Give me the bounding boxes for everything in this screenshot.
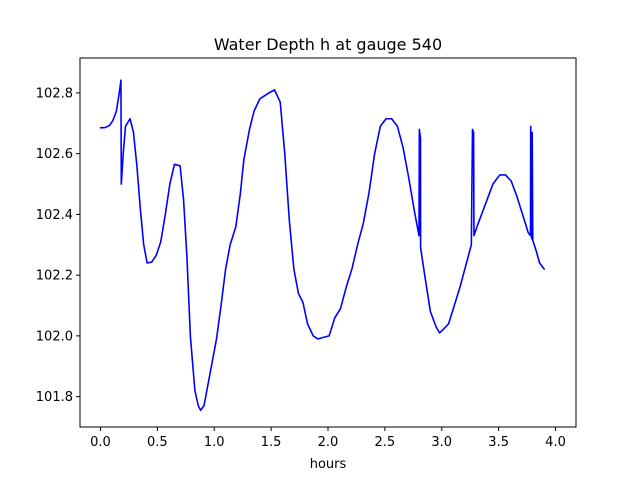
y-tick-label: 102.6 <box>36 147 73 162</box>
x-tick-label: 0.0 <box>90 435 111 450</box>
x-axis: 0.0 0.5 1.0 1.5 2.0 2.5 3.0 3.5 4.0 <box>90 427 566 450</box>
x-tick-label: 3.0 <box>431 435 452 450</box>
y-axis: 101.8 102.0 102.2 102.4 102.6 102.8 <box>36 86 80 405</box>
x-tick-label: 3.5 <box>488 435 509 450</box>
y-tick-label: 101.8 <box>36 390 73 405</box>
series-line <box>99 79 545 412</box>
x-tick-label: 1.0 <box>204 435 225 450</box>
chart-title: Water Depth h at gauge 540 <box>214 35 442 54</box>
x-tick-label: 1.5 <box>261 435 282 450</box>
y-tick-label: 102.0 <box>36 329 73 344</box>
x-axis-label: hours <box>310 457 347 472</box>
x-tick-label: 2.5 <box>375 435 396 450</box>
y-tick-label: 102.8 <box>36 86 73 101</box>
x-tick-label: 2.0 <box>318 435 339 450</box>
x-tick-label: 0.5 <box>147 435 168 450</box>
y-tick-label: 102.4 <box>36 208 73 223</box>
y-tick-label: 102.2 <box>36 269 73 284</box>
x-tick-label: 4.0 <box>545 435 566 450</box>
